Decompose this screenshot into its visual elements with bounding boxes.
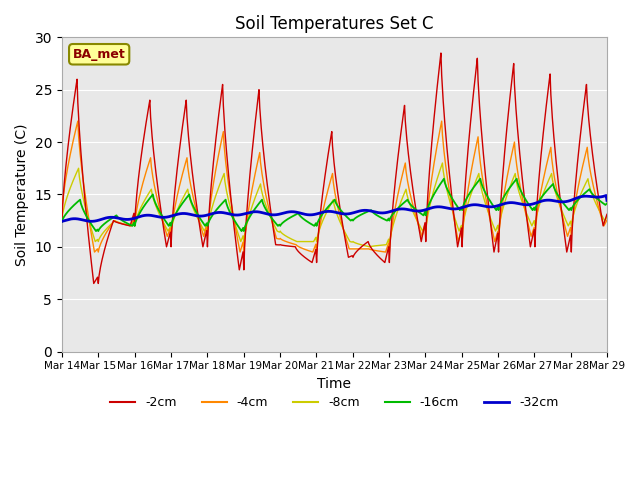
Y-axis label: Soil Temperature (C): Soil Temperature (C): [15, 123, 29, 266]
Title: Soil Temperatures Set C: Soil Temperatures Set C: [235, 15, 434, 33]
X-axis label: Time: Time: [317, 377, 351, 391]
Text: BA_met: BA_met: [73, 48, 125, 61]
Legend: -2cm, -4cm, -8cm, -16cm, -32cm: -2cm, -4cm, -8cm, -16cm, -32cm: [105, 391, 564, 414]
